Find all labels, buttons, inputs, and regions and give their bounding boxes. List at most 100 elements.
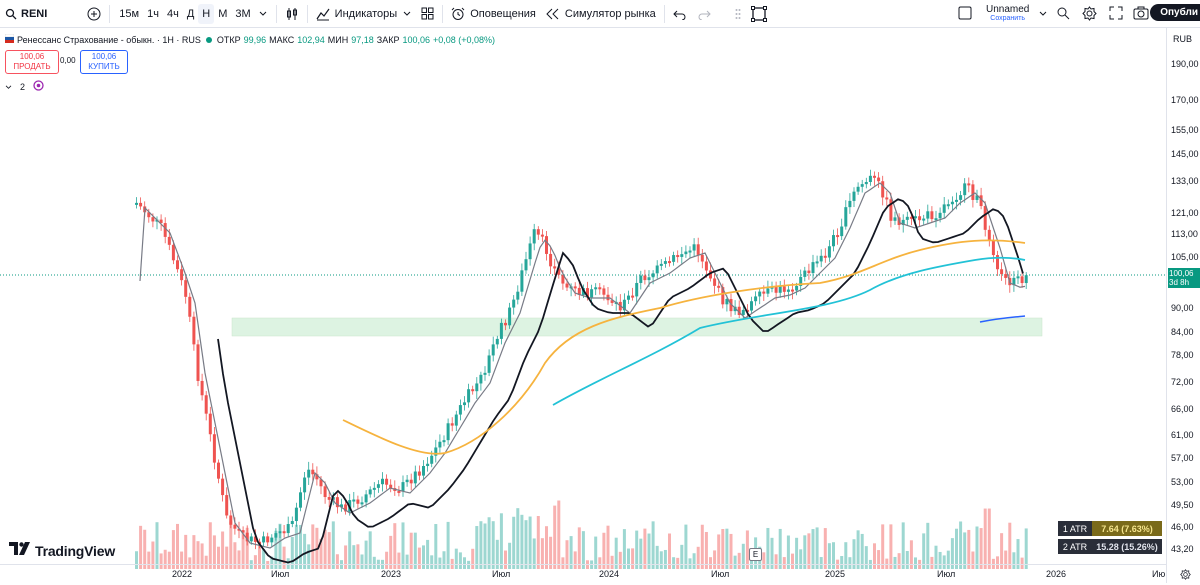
undo-button[interactable] <box>668 0 692 27</box>
candle-body <box>926 211 930 219</box>
candle-body <box>881 181 885 198</box>
settings-button[interactable] <box>1082 6 1097 24</box>
candle-body <box>286 524 290 534</box>
time-axis[interactable]: 2022 Июл 2023 Июл 2024 Июл 2025 Июл 2026… <box>0 564 1166 584</box>
candle-body <box>819 255 823 262</box>
volume-bar <box>204 555 208 569</box>
interval-1h[interactable]: 1ч <box>147 7 159 20</box>
candle-body <box>692 244 696 251</box>
candle-body <box>827 246 831 258</box>
sell-button[interactable]: 100,06 ПРОДАТЬ <box>5 50 59 74</box>
volume-bar <box>676 557 680 569</box>
candle-body <box>627 295 630 300</box>
candle-body <box>901 219 905 226</box>
time-label: Июл <box>937 569 956 579</box>
symbol-legend: Ренессанс Страхование - обыкн. · 1Н · RU… <box>4 33 496 45</box>
candle-body <box>594 287 598 290</box>
tradingview-logo[interactable]: TradingView <box>9 542 115 560</box>
alerts-button[interactable]: Оповещения <box>446 0 541 27</box>
volume-bar <box>200 543 204 569</box>
candle-body <box>602 288 606 295</box>
interval-month[interactable]: М <box>218 7 228 20</box>
volume-bar <box>680 544 684 569</box>
interval-group: 15м 1ч 4ч Д Н М 3М <box>113 0 272 27</box>
interval-week[interactable]: Н <box>198 3 215 24</box>
symbol-search[interactable]: RENI <box>0 0 52 27</box>
snapshot-button[interactable] <box>1133 6 1149 23</box>
symbol-title[interactable]: Ренессанс Страхование - обыкн. · 1Н · RU… <box>17 34 201 45</box>
price-axis-label: 53,00 <box>1171 477 1194 487</box>
volume-bar <box>975 526 979 569</box>
interval-3month[interactable]: 3М <box>235 7 251 20</box>
atr-box-1: 1 ATR 7.64 (7.63%) <box>1058 521 1162 536</box>
compare-button[interactable] <box>82 0 106 27</box>
fullscreen-button[interactable] <box>1109 6 1123 23</box>
publish-button[interactable]: Опубли <box>1150 4 1200 21</box>
chart-type-button[interactable] <box>280 0 304 27</box>
price-axis-label: 121,00 <box>1171 208 1199 218</box>
candle-body <box>504 322 507 326</box>
volume-bar <box>782 557 786 569</box>
layout-save-status: Сохранить <box>990 15 1026 22</box>
volume-bar <box>709 557 712 569</box>
candle-body <box>836 235 840 238</box>
replay-button[interactable]: Симулятор рынка <box>541 0 661 27</box>
volume-bar <box>729 533 733 569</box>
volume-bar <box>909 540 913 569</box>
volume-bar <box>475 526 479 569</box>
candle-body <box>241 530 245 533</box>
volume-bar <box>643 528 647 569</box>
candle-body <box>918 216 922 221</box>
interval-day[interactable]: Д <box>186 7 195 20</box>
price-axis[interactable]: RUB 190,00 170,00 155,00 145,00 133,00 121,00… <box>1166 28 1200 583</box>
earnings-marker-icon[interactable]: E <box>749 548 762 561</box>
price-axis-label: 78,00 <box>1171 350 1194 360</box>
volume-bar <box>557 500 561 569</box>
change-value: +0,08 (+0,08%) <box>433 34 496 45</box>
volume-bar <box>270 556 274 569</box>
price-axis-label: 43,20 <box>1171 544 1194 554</box>
volume-bar <box>663 549 667 569</box>
redo-button[interactable] <box>692 0 716 27</box>
candle-body <box>750 301 753 311</box>
buy-button[interactable]: 100,06 КУПИТЬ <box>80 50 128 74</box>
candle-body <box>991 240 995 256</box>
candle-body <box>639 275 643 283</box>
volume-bar <box>327 532 331 569</box>
candle-body <box>381 478 384 485</box>
volume-bar <box>389 535 393 569</box>
templates-button[interactable] <box>416 0 439 27</box>
drag-handle[interactable] <box>730 0 746 27</box>
chart-pane[interactable] <box>0 28 1166 571</box>
price-chart[interactable] <box>0 28 1166 571</box>
chevron-down-icon[interactable] <box>255 4 271 24</box>
volume-bar <box>282 546 286 569</box>
gear-icon <box>1082 6 1097 24</box>
interval-4h[interactable]: 4ч <box>166 7 179 20</box>
candle-body <box>795 285 799 291</box>
candle-body <box>688 250 692 253</box>
volume-bar <box>487 517 491 569</box>
indicators-toggle[interactable]: 2 <box>5 80 44 93</box>
candle-body <box>266 536 270 543</box>
candle-body <box>909 216 913 219</box>
candle-body <box>524 259 528 271</box>
volume-bar <box>495 539 499 569</box>
volume-bar <box>192 535 196 569</box>
candle-body <box>696 244 700 255</box>
tv-logo-text: TradingView <box>35 543 116 559</box>
indicators-button[interactable]: Индикаторы <box>311 0 417 27</box>
layout-selector[interactable]: Unnamed Сохранить <box>958 5 1047 23</box>
quick-search-button[interactable] <box>1056 6 1070 23</box>
volume-bar <box>331 521 335 569</box>
axis-settings-button[interactable] <box>1180 567 1191 585</box>
interval-15m[interactable]: 15м <box>119 7 140 20</box>
volume-bar <box>914 557 917 569</box>
candle-body <box>987 229 991 241</box>
fullscreen-select-button[interactable] <box>746 0 772 27</box>
volume-bar <box>454 548 458 569</box>
candle-body <box>335 497 339 508</box>
candle-body <box>741 309 745 315</box>
open-label: ОТКР <box>216 34 241 45</box>
volume-bar <box>762 552 766 569</box>
